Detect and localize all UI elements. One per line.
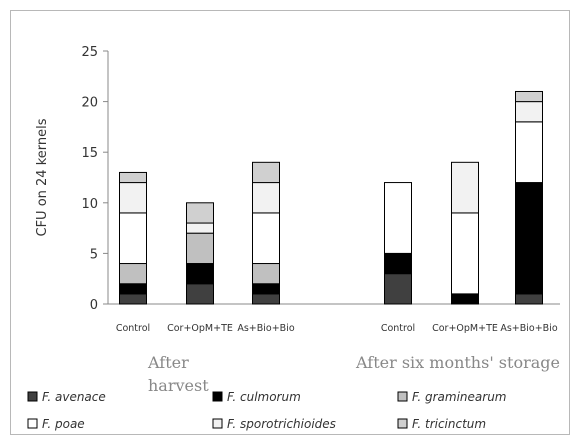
legend-label: F. sporotrichioides <box>227 417 336 431</box>
legend-label: F. graminearum <box>412 390 506 404</box>
bar-segment <box>515 121 543 184</box>
bar-segment <box>384 273 412 305</box>
bar-segment <box>252 161 280 184</box>
legend-swatch <box>27 418 38 429</box>
bar-segment <box>515 182 543 295</box>
bar-segment <box>186 222 214 234</box>
x-tick-label: Cor+OpM+TE <box>432 323 498 334</box>
y-tick-label: 25 <box>81 45 98 60</box>
bar-segment <box>384 182 412 254</box>
x-tick-label: As+Bio+Bio <box>500 323 557 334</box>
legend-label: F. culmorum <box>227 390 301 404</box>
bar-segment <box>119 182 147 214</box>
y-axis-title: CFU on 24 kernels <box>35 118 50 236</box>
x-tick-label: Control <box>116 323 150 334</box>
bar-segment <box>451 161 479 214</box>
x-tick-label: Control <box>381 323 415 334</box>
x-tick-label: As+Bio+Bio <box>237 323 294 334</box>
legend-swatch <box>212 418 223 429</box>
bar-segment <box>186 263 214 285</box>
legend-label: F. avenace <box>42 390 106 404</box>
bar-segment <box>119 171 147 184</box>
bar-segment <box>119 263 147 285</box>
y-tick-label: 20 <box>81 96 98 111</box>
chart-frame <box>10 10 570 435</box>
bar-segment <box>515 101 543 123</box>
bar-segment <box>252 212 280 265</box>
bar-segment <box>119 293 147 305</box>
bar-segment <box>186 283 214 305</box>
bar-segment <box>186 232 214 265</box>
group-label: After <box>147 353 189 372</box>
y-tick-label: 10 <box>81 197 98 212</box>
legend-label: F. poae <box>42 417 85 431</box>
legend-swatch <box>397 418 408 429</box>
y-tick-label: 0 <box>90 298 98 313</box>
legend-swatch <box>27 391 38 402</box>
x-tick-label: Cor+OpM+TE <box>167 323 233 334</box>
bar-segment <box>252 182 280 214</box>
bar-segment <box>384 252 412 275</box>
legend-label: F. tricinctum <box>412 417 486 431</box>
bar-segment <box>119 283 147 295</box>
group-label: harvest <box>148 376 209 395</box>
legend-swatch <box>212 391 223 402</box>
bar-segment <box>252 293 280 305</box>
bar-segment <box>252 263 280 285</box>
bar-segment <box>451 212 479 295</box>
bar-segment <box>119 212 147 265</box>
bar-segment <box>515 90 543 103</box>
bar-segment <box>186 202 214 224</box>
group-label: After six months' storage <box>355 353 560 372</box>
y-tick-label: 15 <box>81 146 98 161</box>
bar-segment <box>451 293 479 305</box>
y-tick-label: 5 <box>90 247 98 262</box>
legend-swatch <box>397 391 408 402</box>
bar-segment <box>515 293 543 305</box>
bar-segment <box>252 283 280 295</box>
